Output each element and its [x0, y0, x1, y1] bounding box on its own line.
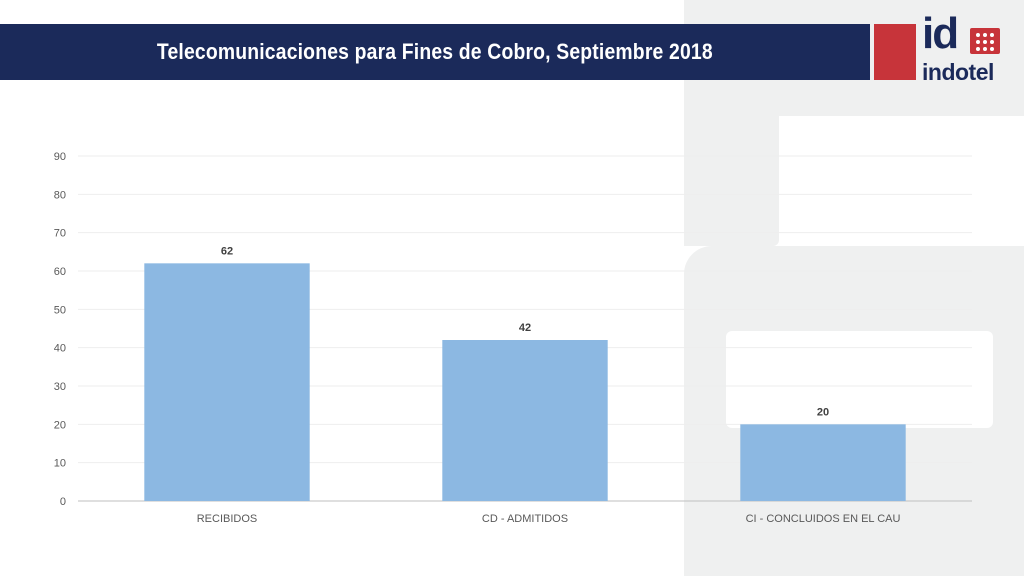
- y-tick-label: 70: [54, 228, 66, 240]
- indotel-logo-icon: [970, 28, 1000, 54]
- x-tick-label: RECIBIDOS: [197, 513, 258, 525]
- x-tick-label: CI - CONCLUIDOS EN EL CAU: [746, 513, 901, 525]
- x-axis-ticks: RECIBIDOS CD - ADMITIDOS CI - CONCLUIDOS E…: [197, 513, 901, 525]
- logo-mark: id: [922, 9, 959, 58]
- y-axis-ticks: 0 10 20 30 40 50 60 70 80 90: [54, 151, 66, 508]
- y-tick-label: 90: [54, 151, 66, 163]
- y-tick-label: 60: [54, 266, 66, 278]
- y-tick-label: 50: [54, 304, 66, 316]
- data-label: 62: [221, 245, 233, 257]
- y-tick-label: 30: [54, 381, 66, 393]
- y-tick-label: 40: [54, 343, 66, 355]
- title-bar: Telecomunicaciones para Fines de Cobro, …: [0, 24, 870, 80]
- y-tick-label: 80: [54, 189, 66, 201]
- bars: [144, 263, 906, 501]
- data-label: 42: [519, 322, 531, 334]
- page-title: Telecomunicaciones para Fines de Cobro, …: [157, 39, 713, 64]
- bar: [144, 263, 310, 501]
- logo-name: indotel: [922, 59, 994, 85]
- bar: [740, 424, 906, 501]
- logo-red-block: [874, 24, 916, 80]
- y-tick-label: 10: [54, 458, 66, 470]
- background-shape-right-middle: [684, 116, 779, 246]
- indotel-logo: id indotel: [922, 12, 1004, 85]
- data-label: 20: [817, 406, 829, 418]
- x-tick-label: CD - ADMITIDOS: [482, 513, 568, 525]
- bar: [442, 340, 608, 501]
- y-tick-label: 20: [54, 419, 66, 431]
- data-labels: 62 42 20: [221, 245, 829, 418]
- y-tick-label: 0: [60, 496, 66, 508]
